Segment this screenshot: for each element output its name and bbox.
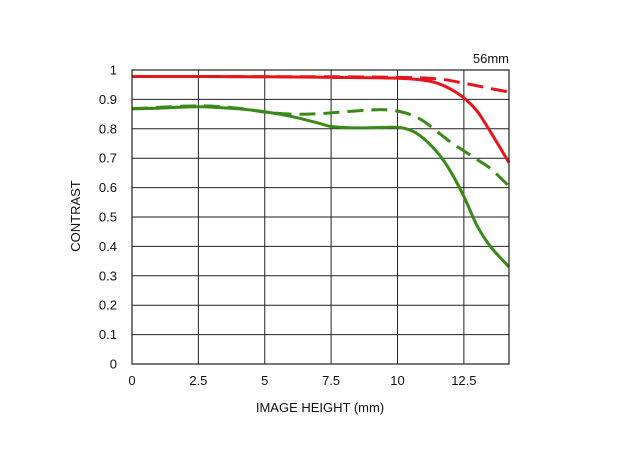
y-tick-label: 0.4 — [99, 239, 117, 254]
y-tick-label: 0 — [110, 357, 117, 372]
y-tick-label: 0.7 — [99, 151, 117, 166]
x-tick-label: 7.5 — [322, 373, 340, 388]
y-tick-label: 0.2 — [99, 298, 117, 313]
y-axis-title: CONTRAST — [68, 180, 83, 252]
y-tick-label: 0.8 — [99, 121, 117, 136]
y-tick-label: 0.9 — [99, 92, 117, 107]
plot-frame — [131, 69, 510, 365]
red-dashed-series-line — [131, 74, 510, 94]
y-tick-label: 0.5 — [99, 210, 117, 225]
y-tick-label: 0.6 — [99, 180, 117, 195]
x-tick-labels: 0 2.5 5 7.5 10 12.5 — [128, 373, 476, 388]
x-tick-label: 5 — [261, 373, 268, 388]
focal-length-label: 56mm — [473, 51, 509, 66]
y-tick-labels: 0 0.1 0.2 0.3 0.4 0.5 0.6 0.7 0.8 0.9 1 — [99, 63, 117, 372]
grid — [131, 69, 509, 365]
green-dashed-series-line — [131, 104, 511, 188]
x-tick-label: 2.5 — [189, 373, 207, 388]
x-tick-label: 0 — [128, 373, 135, 388]
data-series — [131, 74, 511, 268]
x-tick-label: 12.5 — [451, 373, 476, 388]
x-tick-label: 10 — [390, 373, 404, 388]
red-solid-series-line — [131, 74, 511, 164]
y-tick-label: 0.3 — [99, 268, 117, 283]
y-tick-label: 0.1 — [99, 327, 117, 342]
green-solid-series-line — [131, 105, 511, 268]
plot-border — [131, 69, 510, 365]
x-axis-title: IMAGE HEIGHT (mm) — [256, 400, 384, 415]
y-tick-label: 1 — [110, 63, 117, 78]
